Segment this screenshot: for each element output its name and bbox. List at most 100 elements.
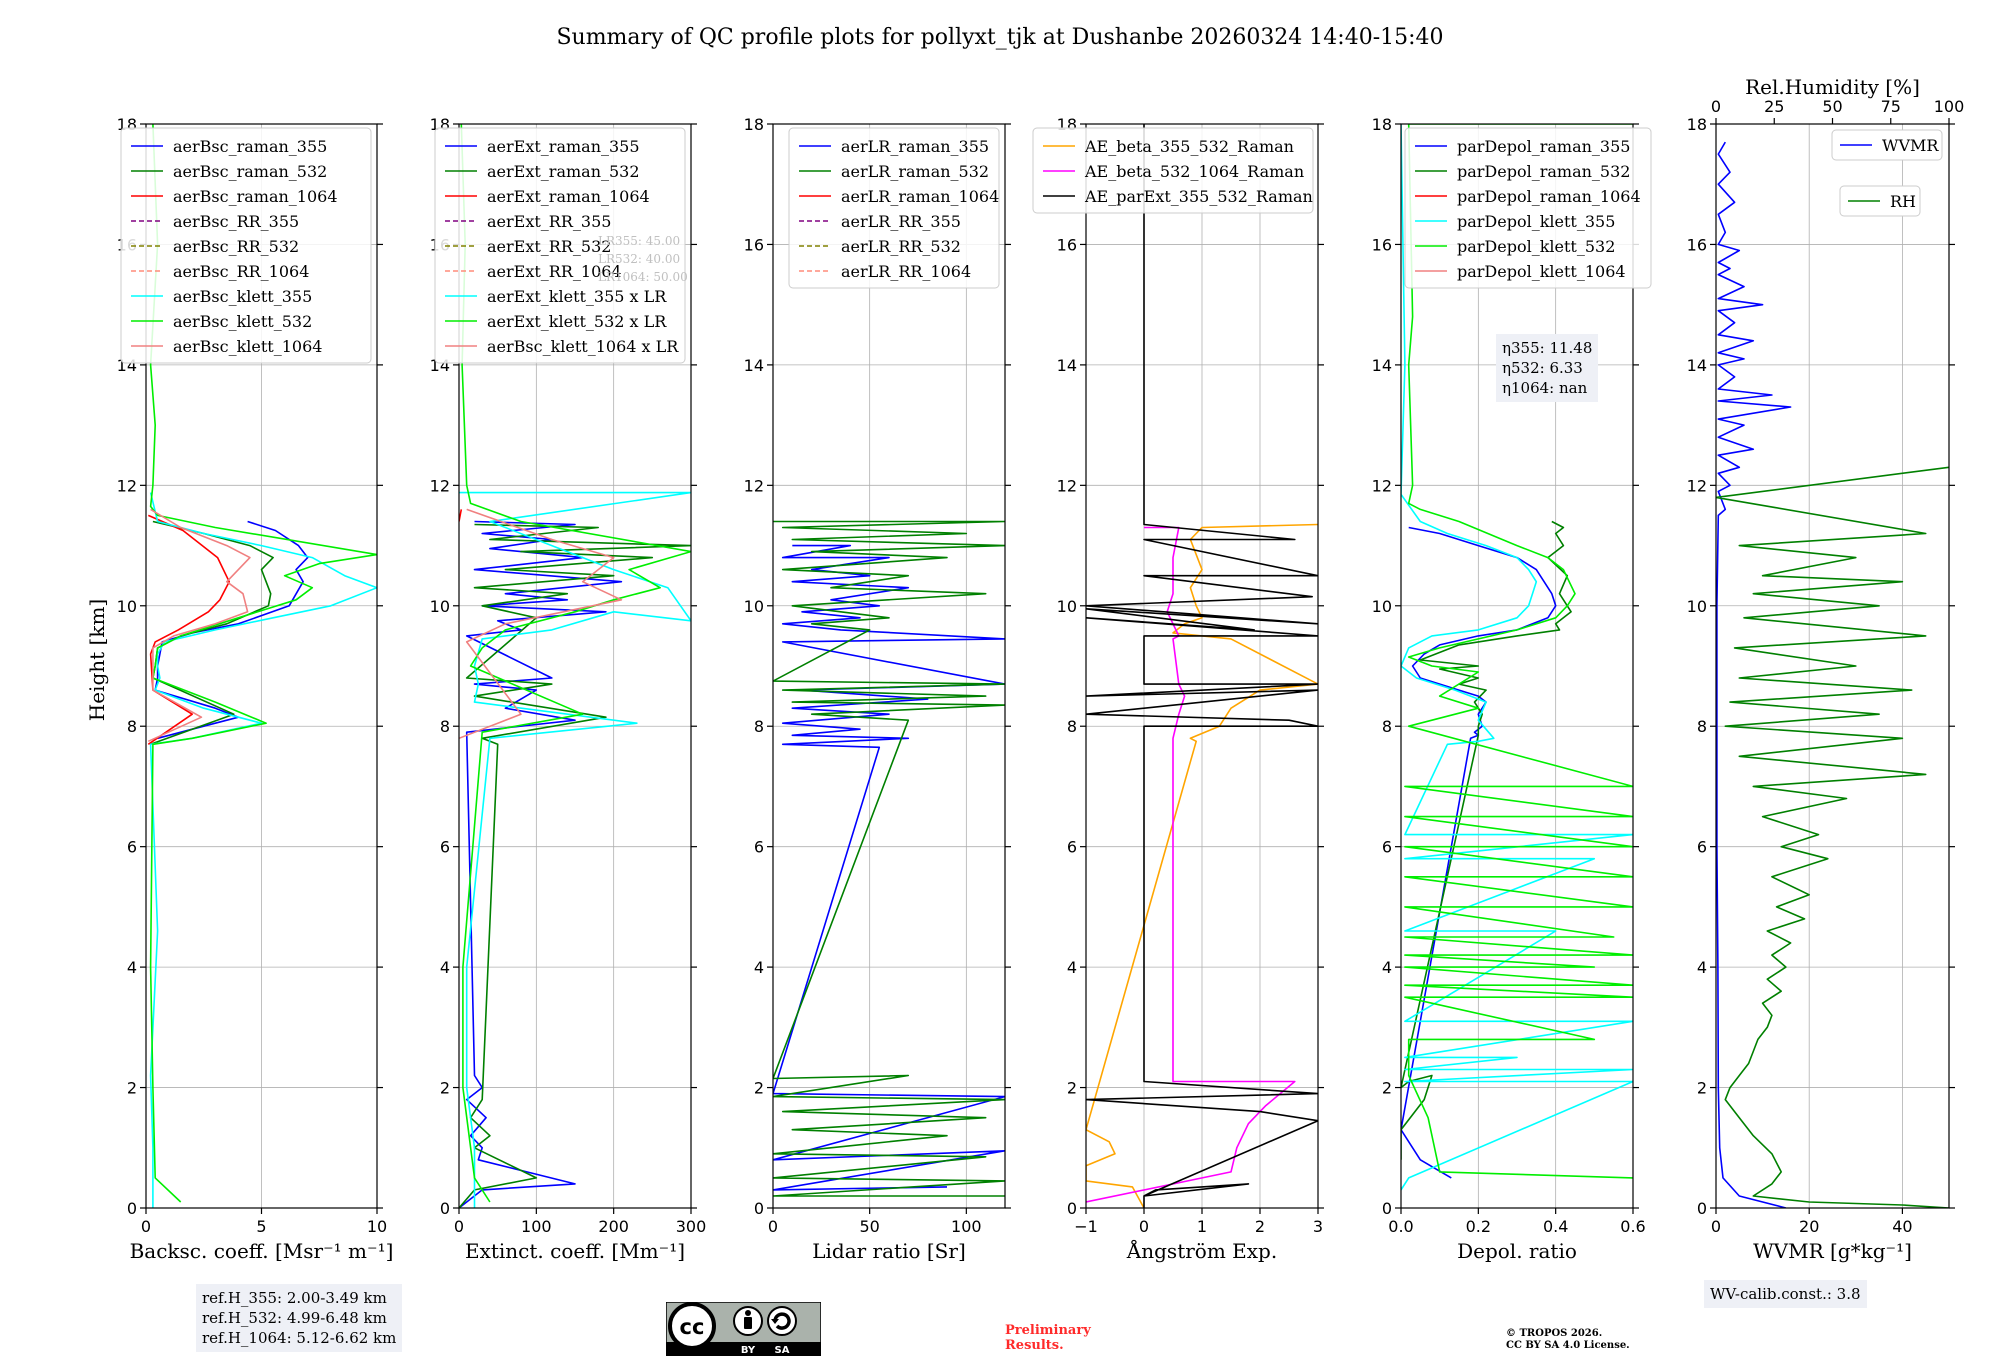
x-tick-label: 3 (1313, 1217, 1323, 1236)
cc-by-sa-badge: cc BY SA (666, 1302, 821, 1356)
y-tick-label: 8 (440, 717, 450, 736)
series-line-aerBsc_klett_1064 x LR (459, 508, 623, 740)
y-tick-label: 14 (1687, 356, 1707, 375)
y-tick-label: 18 (1372, 115, 1392, 134)
y-tick-label: 6 (440, 838, 450, 857)
x-tick-label: 0 (141, 1217, 151, 1236)
x2-tick-label: 100 (1934, 97, 1965, 116)
y-tick-label: 0 (127, 1199, 137, 1218)
share-alike-icon (767, 1306, 797, 1336)
x2-axis-label: Rel.Humidity [%] (1745, 75, 1920, 99)
y-tick-label: 16 (1057, 235, 1077, 254)
y-tick-label: 4 (1067, 958, 1077, 977)
y-tick-label: 12 (744, 476, 764, 495)
y-tick-label: 6 (1697, 838, 1707, 857)
series-group (773, 520, 1005, 1197)
x2-tick-label: 0 (1711, 97, 1721, 116)
legend-label: aerLR_raman_1064 (841, 187, 999, 206)
attribution-icon (733, 1306, 763, 1336)
y-tick-label: 14 (1372, 356, 1392, 375)
legend-box (434, 127, 686, 364)
y-tick-label: 4 (1382, 958, 1392, 977)
series-group (1716, 141, 1949, 1208)
y-tick-label: 0 (440, 1199, 450, 1218)
legend-label: aerExt_RR_1064 (487, 262, 622, 281)
y-tick-label: 0 (1697, 1199, 1707, 1218)
y-tick-label: 10 (430, 597, 450, 616)
by-text: BY (741, 1345, 756, 1356)
y-tick-label: 2 (1382, 1079, 1392, 1098)
legend-label: aerBsc_RR_1064 (173, 262, 309, 281)
x-tick-label: 0 (1711, 1217, 1721, 1236)
preliminary-line-1: Preliminary (1005, 1323, 1091, 1338)
legend-box (1032, 127, 1314, 214)
legend-label: aerBsc_klett_1064 (173, 337, 322, 356)
series-line-parDepol_raman_532 (1401, 520, 1572, 1160)
series-line-parDepol_klett_532 (1404, 124, 1633, 1179)
series-line-aerLR_raman_532 (773, 520, 1005, 1197)
legend-label: parDepol_raman_355 (1457, 137, 1630, 156)
x-axis-label: Depol. ratio (1457, 1239, 1577, 1263)
legend-WVMR: WVMR (1831, 129, 1943, 161)
y-tick-label: 8 (1067, 717, 1077, 736)
series-line-aerExt_raman_355 (459, 520, 623, 1208)
y-tick-label: 6 (1067, 838, 1077, 857)
preliminary-line-2: Results. (1005, 1338, 1064, 1353)
y-tick-label: 6 (1382, 838, 1392, 857)
legend-label: RH (1890, 192, 1916, 211)
x-tick-label: 0.6 (1620, 1217, 1645, 1236)
legend-label: parDepol_raman_1064 (1457, 187, 1641, 206)
x-axis-label: Lidar ratio [Sr] (812, 1239, 966, 1263)
eta-1064: η1064: nan (1502, 379, 1588, 397)
x-axis-label: Extinct. coeff. [Mm⁻¹] (465, 1239, 685, 1263)
x-tick-label: 1 (1197, 1217, 1207, 1236)
y-tick-label: 18 (1687, 115, 1707, 134)
series-line-RH (1716, 466, 1949, 1208)
y-tick-label: 16 (1372, 235, 1392, 254)
x-tick-label: 0 (1139, 1217, 1149, 1236)
lr-355-text: LR355: 45.00 (598, 234, 680, 248)
series-line-aerLR_raman_355 (773, 544, 1005, 1191)
series-line-AE_parExt_355_532_Raman (1086, 124, 1318, 1208)
legend-box (1404, 127, 1652, 289)
series-group (147, 124, 377, 1208)
y-tick-label: 16 (744, 235, 764, 254)
y-tick-label: 8 (754, 717, 764, 736)
series-line-parDepol_klett_355 (1401, 124, 1633, 1191)
sa-text: SA (775, 1345, 790, 1356)
axes-frame (1400, 123, 1634, 1209)
y-tick-label: 4 (754, 958, 764, 977)
y-tick-label: 10 (1372, 597, 1392, 616)
ref-height-532: ref.H_532: 4.99-6.48 km (202, 1309, 387, 1327)
legend-label: aerBsc_klett_532 (173, 312, 312, 331)
x-tick-label: 300 (676, 1217, 707, 1236)
x-tick-label: 0.4 (1543, 1217, 1568, 1236)
eta-box: η355: 11.48 η532: 6.33 η1064: nan (1496, 334, 1599, 402)
panel-1: 0246810121416180510Backsc. coeff. [Msr⁻¹… (117, 115, 394, 1263)
series-line-aerBsc_klett_532 (149, 124, 377, 1203)
x-axis-label: WVMR [g*kg⁻¹] (1753, 1239, 1912, 1263)
y-tick-label: 12 (430, 476, 450, 495)
x-axis-label: Ångström Exp. (1126, 1238, 1277, 1263)
panel-2: 0246810121416180100200300Extinct. coeff.… (430, 115, 707, 1263)
axes-frame (458, 123, 692, 1209)
y-tick-label: 2 (1067, 1079, 1077, 1098)
y-tick-label: 0 (754, 1199, 764, 1218)
legend-label: aerExt_raman_1064 (487, 187, 650, 206)
series-group (459, 124, 691, 1208)
legend-label: aerLR_RR_532 (841, 237, 961, 256)
x-tick-label: 100 (951, 1217, 982, 1236)
legend-label: aerExt_RR_355 (487, 212, 611, 231)
legend-label: aerExt_klett_355 x LR (487, 287, 667, 306)
y-tick-label: 2 (127, 1079, 137, 1098)
axes-frame (1715, 123, 1950, 1209)
legend-label: aerLR_raman_355 (841, 137, 989, 156)
copyright-line-2: CC BY SA 4.0 License. (1506, 1340, 1630, 1351)
axes-frame (772, 123, 1006, 1209)
legend-label: AE_beta_355_532_Raman (1084, 137, 1294, 156)
x2-tick-label: 50 (1822, 97, 1842, 116)
wv-calibration-text: WV-calib.const.: 3.8 (1710, 1285, 1861, 1303)
legend-label: aerLR_RR_355 (841, 212, 961, 231)
